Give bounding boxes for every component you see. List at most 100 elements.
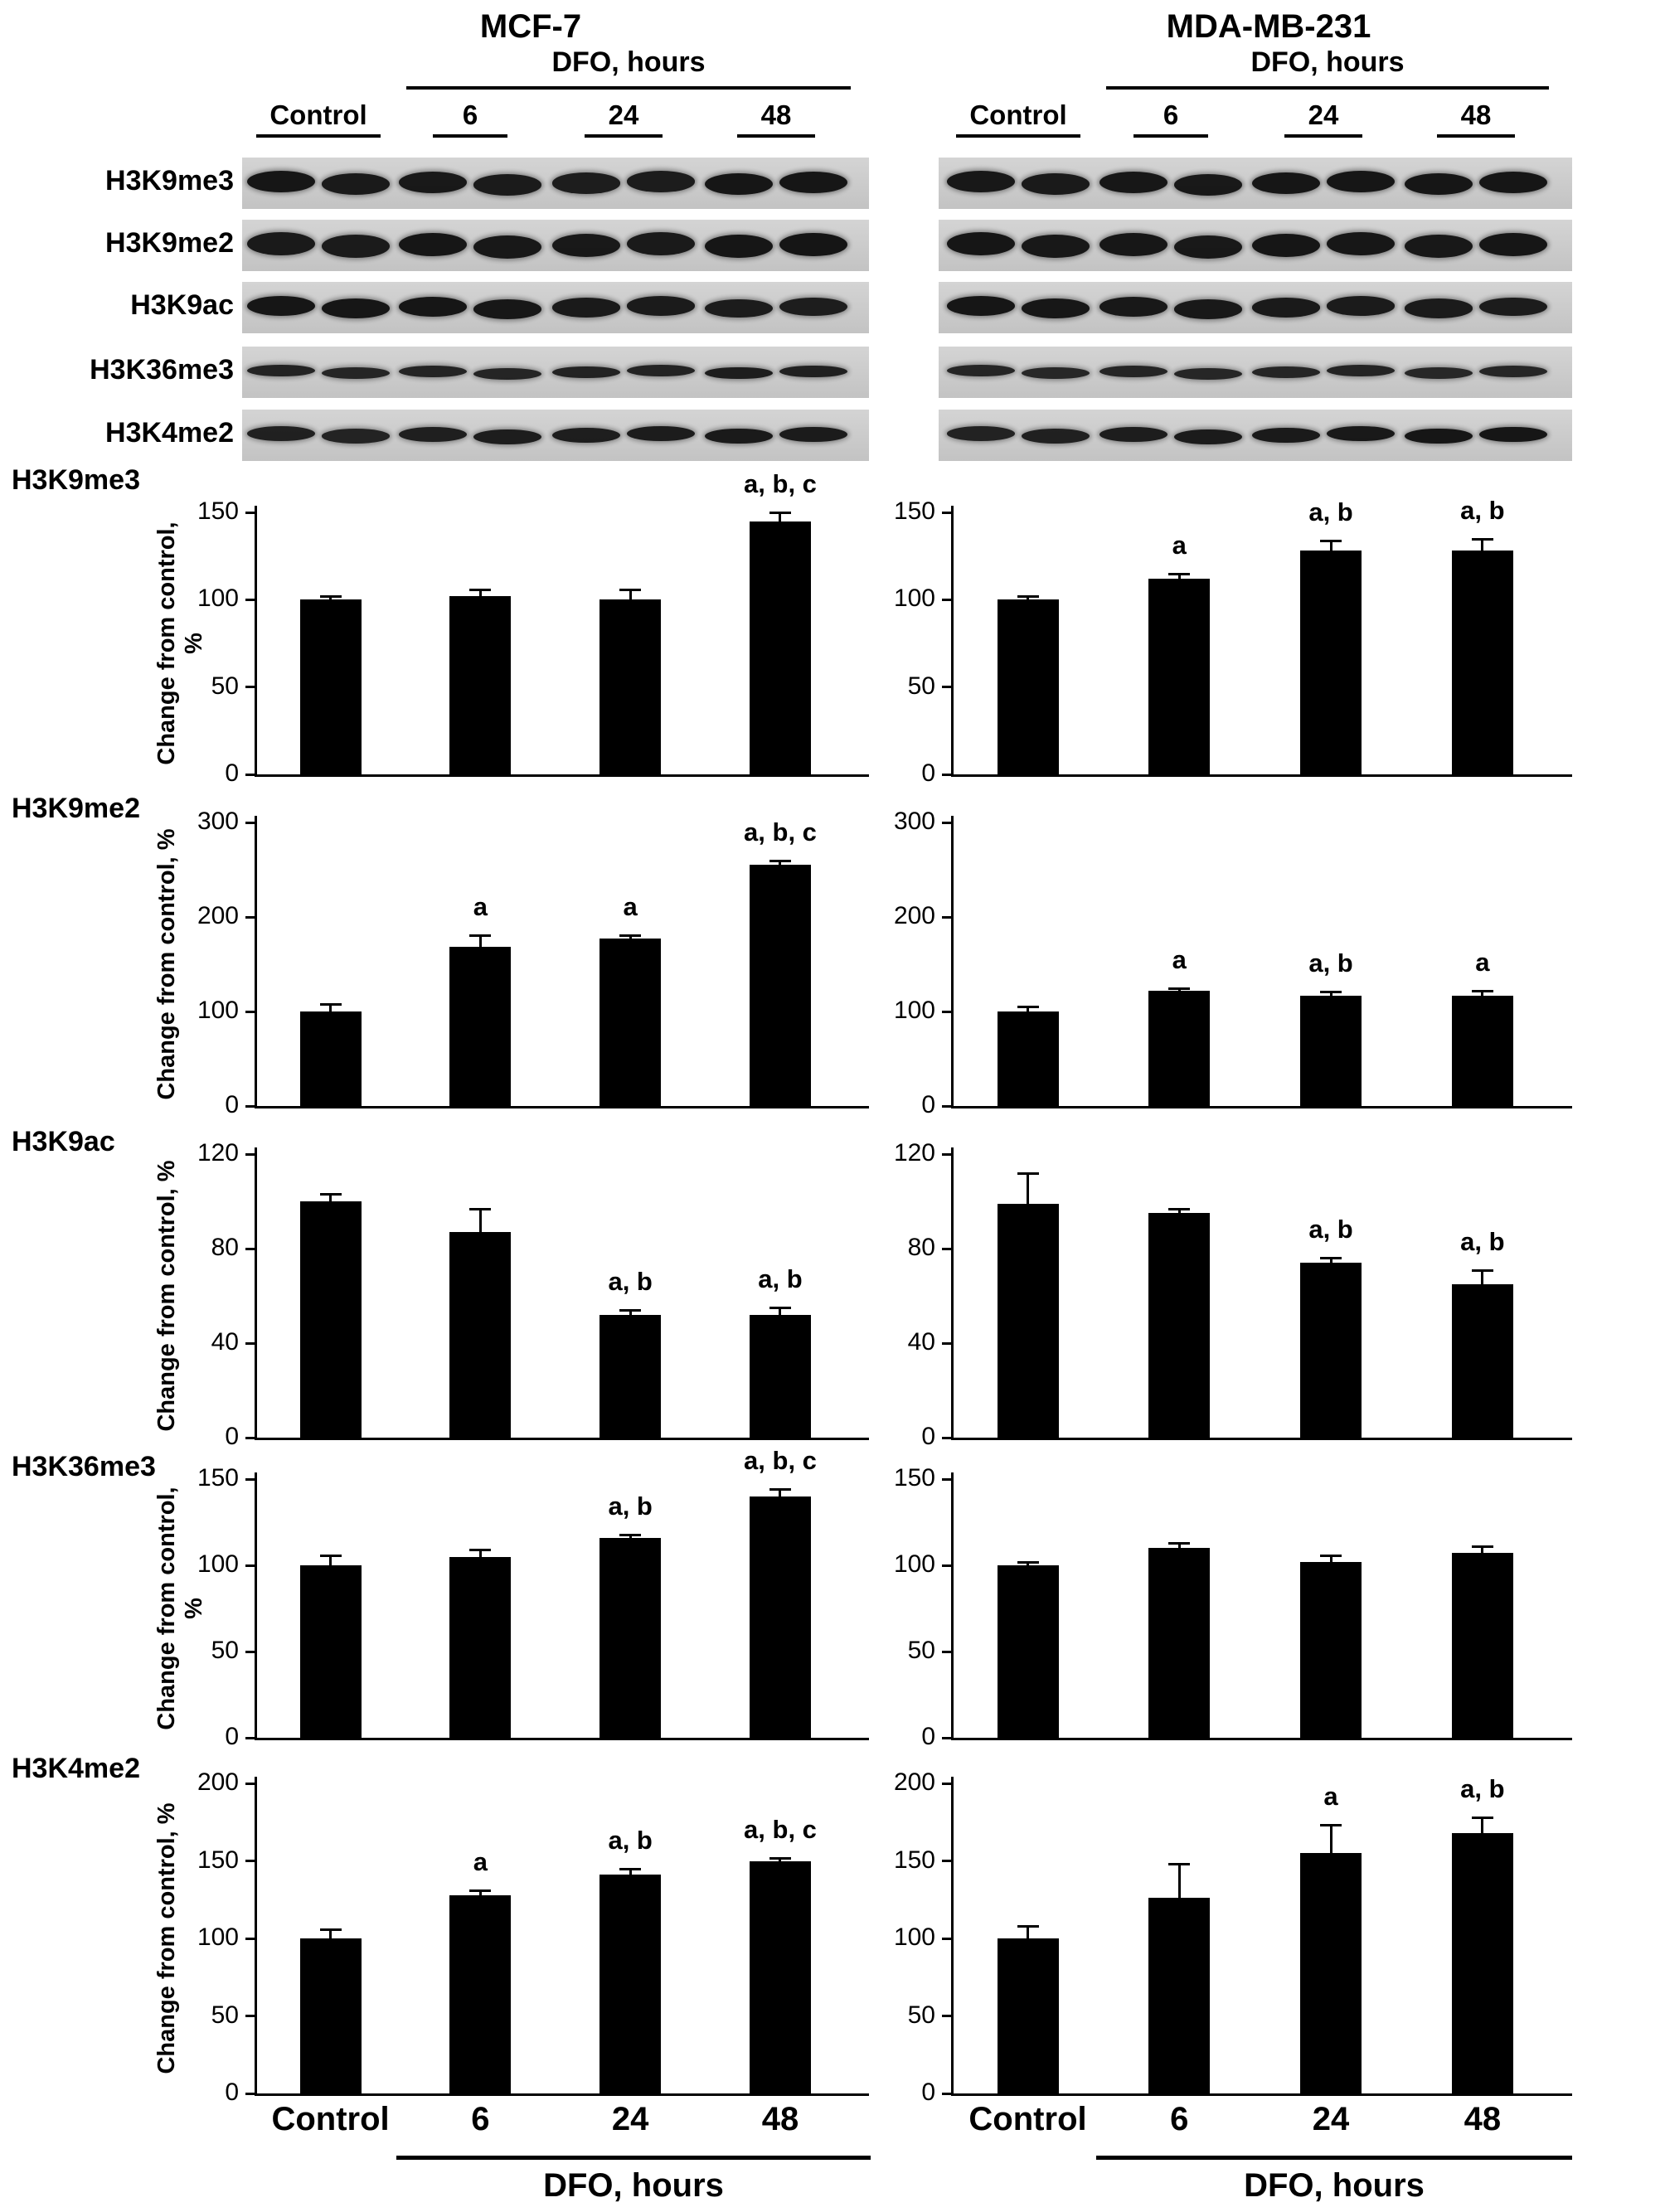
- significance-label: a, b: [608, 1267, 653, 1297]
- y-axis-line: [255, 1147, 257, 1440]
- blot-band: [947, 296, 1015, 316]
- error-bar-whisker: [1027, 1561, 1030, 1570]
- tick-label: 200: [197, 1768, 239, 1796]
- bar: [1300, 1561, 1362, 1738]
- bar: [997, 1011, 1059, 1106]
- significance-label: a, b: [758, 1264, 803, 1294]
- blot-band: [473, 174, 541, 196]
- significance-label: a, b: [1308, 497, 1353, 526]
- error-bar-cap: [319, 1554, 342, 1557]
- error-bar-cap: [1168, 1863, 1191, 1866]
- bar: [1451, 1283, 1513, 1438]
- dfo-footer-line: [396, 2156, 871, 2160]
- blot-band: [947, 171, 1015, 192]
- tick-label: 200: [893, 902, 935, 929]
- tick-label: 0: [225, 759, 239, 787]
- lane-label: 48: [1437, 99, 1515, 138]
- blot-band: [1405, 173, 1473, 195]
- blot-band: [705, 234, 773, 259]
- bar: [997, 1203, 1059, 1438]
- blot-band: [322, 173, 390, 195]
- error-bar-cap: [769, 1307, 791, 1310]
- tick-label: 100: [893, 1923, 935, 1951]
- tick-mark: [245, 773, 257, 776]
- tick-label: 100: [197, 1923, 239, 1951]
- blot-band: [1327, 296, 1395, 316]
- error-bar-cap: [769, 1488, 791, 1492]
- significance-label: a, b: [1308, 1215, 1353, 1244]
- error-bar-whisker: [1027, 1926, 1030, 1943]
- blot-band: [705, 428, 773, 444]
- bar: [997, 1565, 1059, 1738]
- tick-label: 100: [197, 1550, 239, 1578]
- error-bar-whisker: [1177, 1208, 1181, 1219]
- x-category-label: 48: [1464, 2101, 1502, 2137]
- blot-band: [399, 232, 467, 257]
- blot-band: [705, 366, 773, 380]
- error-bar-whisker: [1329, 1825, 1332, 1859]
- error-bar-cap: [1471, 1817, 1493, 1820]
- bar: [1148, 1898, 1211, 2093]
- tick-mark: [942, 1937, 954, 1940]
- significance-label: a, b, c: [744, 1446, 817, 1476]
- error-bar-cap: [469, 588, 492, 591]
- blot-band: [247, 296, 315, 316]
- blot-band: [779, 426, 847, 443]
- tick-label: 0: [921, 759, 935, 787]
- bar: [1451, 1553, 1513, 1738]
- error-bar-whisker: [779, 1489, 782, 1501]
- tick-label: 100: [893, 997, 935, 1024]
- error-bar-whisker: [1481, 1269, 1484, 1289]
- error-bar-whisker: [1329, 1555, 1332, 1567]
- error-bar-whisker: [779, 1307, 782, 1320]
- error-bar-cap: [1168, 987, 1191, 990]
- blot-band: [627, 364, 695, 377]
- panel-title-mcf7: MCF-7: [479, 8, 582, 45]
- tick-label: 150: [197, 497, 239, 525]
- blot-band: [322, 366, 390, 380]
- y-axis-line: [951, 1777, 954, 2096]
- bar: [599, 1537, 662, 1738]
- tick-label: 40: [907, 1328, 935, 1356]
- tick-label: 50: [907, 2001, 935, 2029]
- blot-band: [1022, 429, 1090, 444]
- x-axis-line: [255, 2093, 869, 2096]
- tick-mark: [942, 511, 954, 514]
- tick-label: 0: [921, 1423, 935, 1450]
- error-bar-cap: [1017, 1925, 1039, 1928]
- lane-label: Control: [256, 99, 381, 138]
- x-axis-line: [255, 1438, 869, 1440]
- blot-band: [1099, 172, 1167, 193]
- bar: [599, 599, 662, 774]
- y-axis-label: Change from control, %: [153, 828, 180, 1100]
- blot-band: [1252, 427, 1320, 444]
- error-bar-whisker: [1027, 596, 1030, 605]
- tick-mark: [942, 821, 954, 824]
- error-bar-whisker: [1329, 992, 1332, 1001]
- error-bar-cap: [769, 1856, 791, 1860]
- bar: [1148, 1548, 1211, 1738]
- error-bar-whisker: [779, 512, 782, 526]
- significance-label: a, b: [1308, 948, 1353, 978]
- blot-band: [473, 429, 541, 445]
- error-bar-cap: [1471, 989, 1493, 992]
- error-bar-whisker: [329, 1003, 333, 1016]
- blot-band: [779, 232, 847, 257]
- tick-mark: [245, 511, 257, 514]
- blot-band: [1479, 232, 1547, 257]
- blot-band: [247, 232, 315, 255]
- tick-label: 50: [907, 672, 935, 700]
- blot-band: [322, 235, 390, 258]
- tick-label: 200: [893, 1768, 935, 1796]
- error-bar-whisker: [779, 860, 782, 871]
- error-bar-whisker: [629, 1868, 632, 1880]
- blot-band: [1405, 234, 1473, 259]
- error-bar-whisker: [329, 1928, 333, 1943]
- x-axis-line: [255, 1738, 869, 1740]
- blot-band: [1022, 173, 1090, 195]
- blot-band: [399, 426, 467, 443]
- tick-mark: [942, 1247, 954, 1250]
- error-bar-cap: [1320, 1554, 1342, 1557]
- x-axis-line: [951, 1438, 1572, 1440]
- x-category-label: Control: [968, 2101, 1087, 2137]
